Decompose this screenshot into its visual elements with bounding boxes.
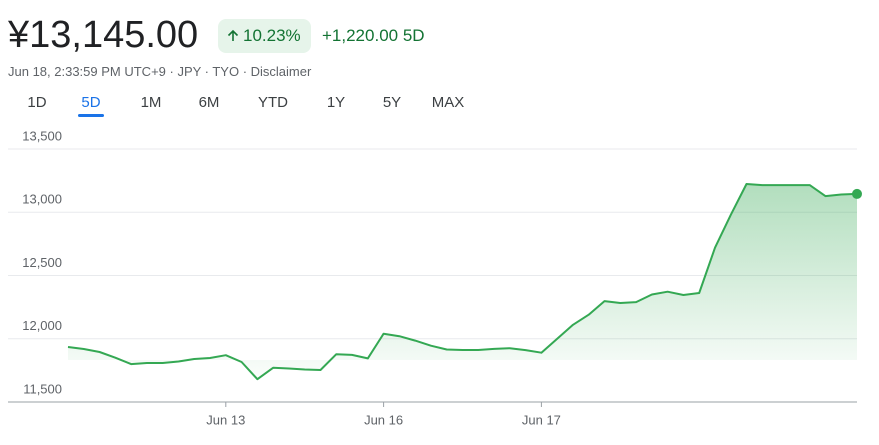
price-line [67, 183, 858, 381]
y-tick-label: 13,000 [22, 192, 62, 207]
range-tab[interactable]: 6M [198, 94, 220, 111]
up-arrow [227, 29, 239, 41]
range-tab[interactable]: 1M [140, 94, 162, 111]
period: 5D [402, 26, 425, 45]
price: ¥13,145.00 [8, 14, 199, 56]
y-tick-label: 12,500 [22, 255, 62, 270]
range-tabs: 1D 5D 1M 6M YTD 1Y 5Y MAX [14, 92, 476, 117]
change-badge: 10.23% [218, 19, 311, 53]
range-tab[interactable]: 5Y [382, 94, 402, 111]
x-tick-label: Jun 13 [206, 412, 245, 427]
meta: Jun 18, 2:33:59 PM UTC+9 · JPY · TYO · D… [8, 64, 312, 79]
area-fill [68, 184, 857, 380]
range-tab[interactable]: MAX [431, 94, 465, 111]
range-tab[interactable]: 1Y [326, 94, 346, 111]
range-tab[interactable]: YTD [258, 94, 288, 111]
range-tab[interactable]: 5D [60, 92, 122, 117]
x-tick-label: Jun 17 [522, 412, 561, 427]
last-point [852, 188, 862, 199]
y-tick-label: 12,000 [22, 318, 62, 333]
change: +1,220.00 5D [322, 19, 425, 53]
range-tab[interactable]: 1D [27, 94, 47, 111]
change-percent: 10.23% [243, 26, 301, 45]
y-tick-label: 13,500 [22, 128, 62, 143]
x-tick-label: Jun 16 [364, 412, 403, 427]
change-value: +1,220.00 [322, 26, 399, 45]
y-tick-label: 11,500 [23, 381, 62, 396]
